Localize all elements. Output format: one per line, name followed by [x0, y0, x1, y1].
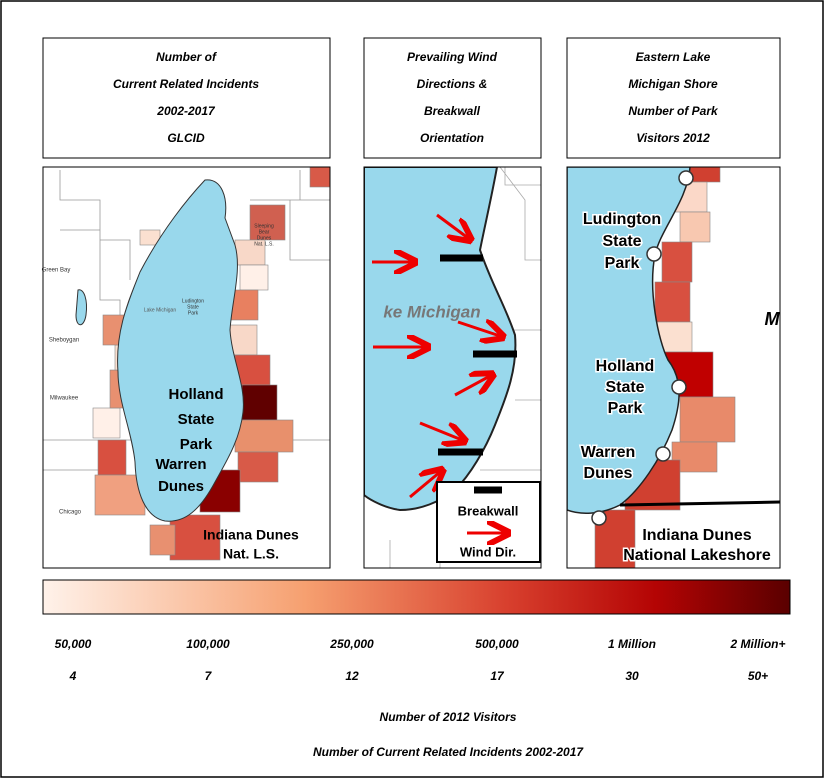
scale-label: 7: [205, 669, 213, 683]
map-label: Sleeping: [254, 223, 274, 229]
map-label: Chicago: [59, 510, 82, 516]
panel-title: Orientation: [420, 131, 484, 145]
map-label: Breakwall: [458, 503, 519, 518]
panel-title: Directions &: [417, 77, 488, 91]
map-label: National Lakeshore: [623, 547, 771, 564]
map-label: Wind Dir.: [460, 544, 516, 559]
scale-title: Number of Current Related Incidents 2002…: [313, 745, 584, 759]
map-label: Lake Michigan: [144, 307, 176, 313]
scale-title: Number of 2012 Visitors: [380, 710, 517, 724]
map-label: Dunes: [158, 478, 204, 495]
map-label: Park: [605, 255, 640, 272]
scale-label: 1 Million: [608, 637, 656, 651]
scale-label: 2 Million+: [729, 637, 785, 651]
title-box: [42, 37, 331, 159]
map-label: Green Bay: [42, 268, 71, 274]
map-wind: [364, 167, 541, 568]
title-box: [363, 37, 542, 159]
panel-title: Eastern Lake: [636, 50, 711, 64]
map-frame: [566, 166, 781, 569]
map-label: Warren: [155, 456, 206, 473]
map-label: Warren: [581, 444, 636, 461]
scale-label: 50,000: [55, 637, 92, 651]
map-label: Park: [608, 400, 643, 417]
map-label: Ludington: [583, 211, 661, 228]
scale-label: 250,000: [329, 637, 374, 651]
map-frame: [363, 166, 542, 569]
map-label: Nat. L.S.: [223, 546, 279, 562]
panel-title: Prevailing Wind: [407, 50, 498, 64]
panel-title: Current Related Incidents: [113, 77, 259, 91]
scale-label: 30: [625, 669, 639, 683]
panel-title: Number of: [156, 50, 217, 64]
map-label: Park: [180, 436, 213, 453]
scale-label: 100,000: [186, 637, 230, 651]
panel-title: Michigan Shore: [628, 77, 718, 91]
map-incidents: [43, 167, 330, 568]
map-visitors: [567, 167, 780, 568]
map-label: Dunes: [257, 235, 272, 241]
scale-label: 17: [490, 669, 505, 683]
map-label: Indiana Dunes: [203, 527, 299, 543]
map-label: M: [765, 309, 781, 329]
map-label: ke Michigan: [383, 302, 480, 321]
map-label: Park: [188, 310, 199, 316]
map-label: Nat. L.S.: [254, 241, 273, 247]
scale-label: 4: [69, 669, 77, 683]
map-label: Sheboygan: [49, 338, 79, 344]
panel-title: GLCID: [167, 131, 205, 145]
map-label: State: [602, 233, 641, 250]
panel-title: Breakwall: [424, 104, 481, 118]
panel-title: 2002-2017: [156, 104, 216, 118]
map-label: Bear: [259, 229, 270, 235]
map-label: Holland: [596, 358, 655, 375]
panel-title: Visitors 2012: [636, 131, 710, 145]
map-label: Indiana Dunes: [642, 527, 751, 544]
color-bar: [42, 579, 791, 615]
panel-title: Number of Park: [628, 104, 719, 118]
map-label: State: [178, 411, 215, 428]
title-box: [566, 37, 781, 159]
map-label: State: [605, 379, 644, 396]
scale-label: 500,000: [475, 637, 519, 651]
scale-label: 12: [345, 669, 359, 683]
map-label: Milwaukee: [50, 396, 79, 402]
scale-label: 50+: [748, 669, 768, 683]
map-frame: [42, 166, 331, 569]
map-label: State: [187, 304, 199, 310]
map-label: Ludington: [182, 298, 204, 304]
map-label: Dunes: [584, 465, 633, 482]
map-label: Holland: [169, 386, 224, 403]
